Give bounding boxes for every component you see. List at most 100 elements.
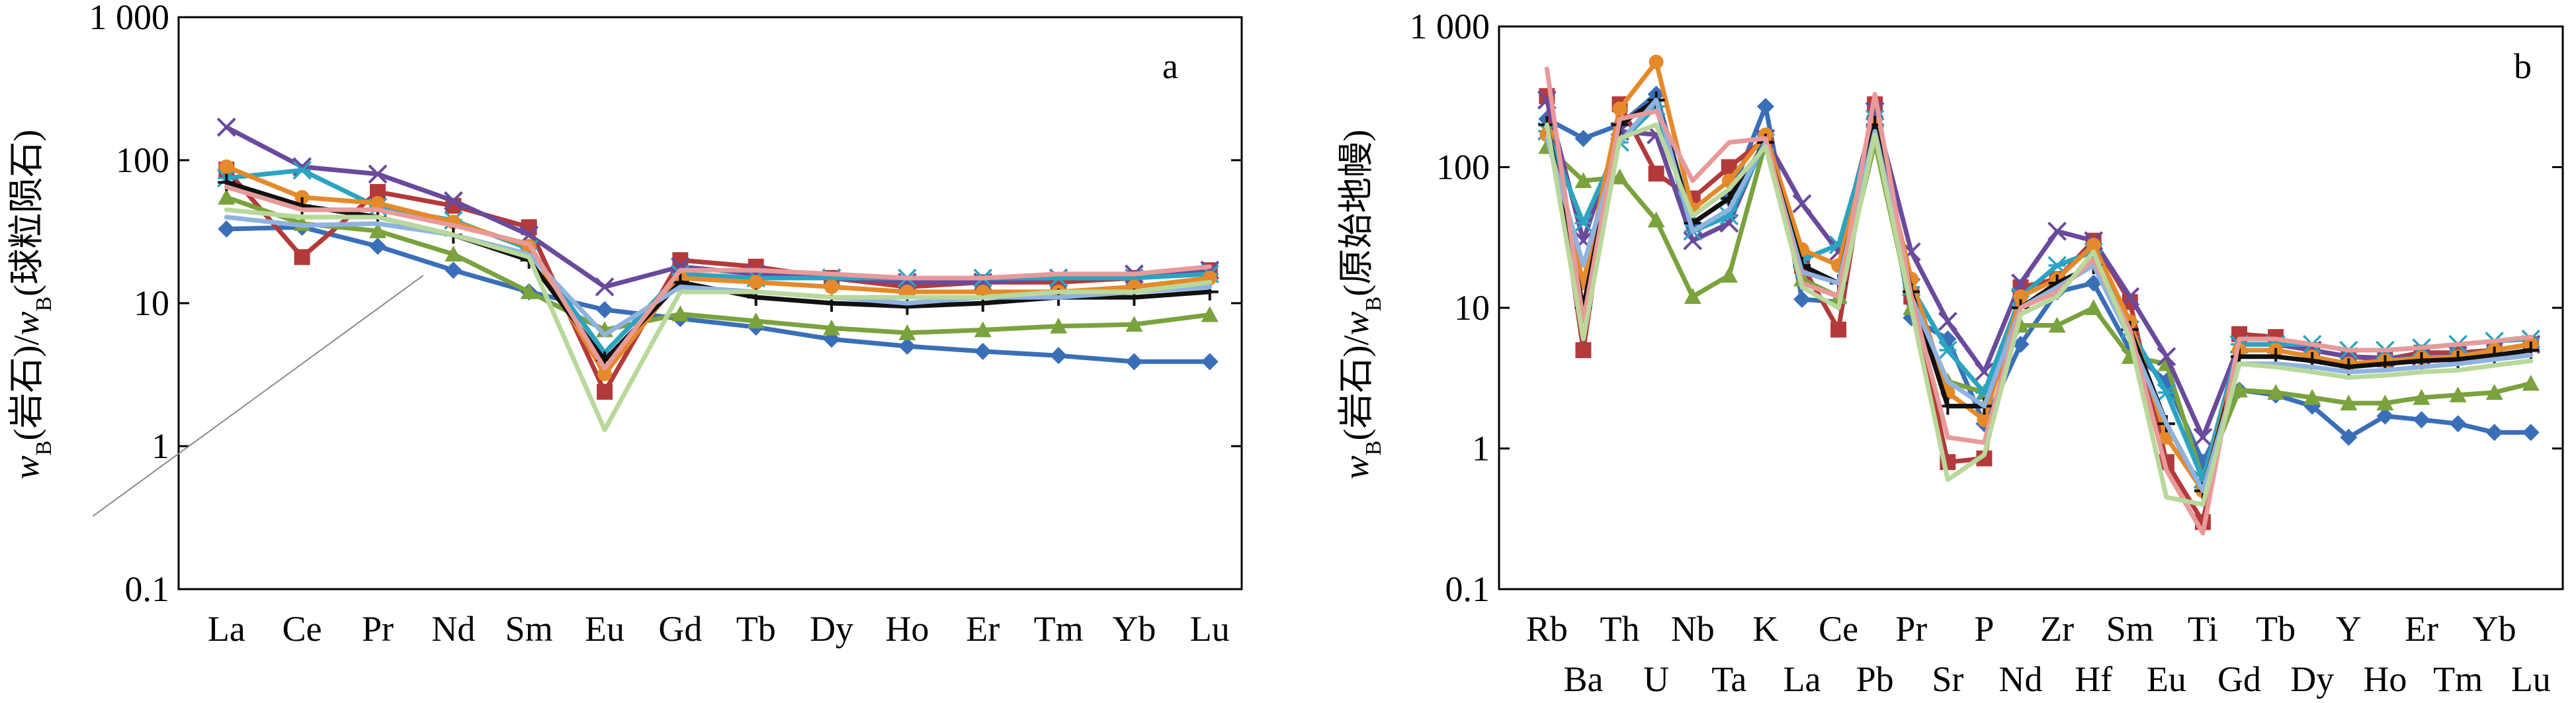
panel-b-data-point <box>1792 194 1812 214</box>
panel-b-data-point <box>1938 312 1957 332</box>
panel-b-ylabel-s1: B <box>1361 440 1386 455</box>
panel-b-data-point <box>1647 211 1665 228</box>
panel-b-data-point <box>2157 347 2176 367</box>
panel-b-ylabel-t1: (岩石)/ <box>1336 336 1376 441</box>
panel-b-xtick-label: La <box>1783 659 1821 699</box>
panel-b-data-point <box>1611 168 1629 185</box>
panel-b-ytick-label: 1 000 <box>1410 7 1490 46</box>
panel-b-data-point <box>1612 101 1627 117</box>
panel-a-data-point <box>218 220 236 238</box>
panel-b-xtick-label: Ti <box>2188 609 2218 649</box>
panel-b-xtick-label: Nd <box>1999 659 2043 699</box>
panel-b-xtick-label: P <box>1974 609 1994 649</box>
panel-a-series-group <box>216 117 1220 432</box>
panel-a-series-line <box>224 167 1213 355</box>
panel-b-data-point <box>2485 424 2503 442</box>
panel-b-series-line <box>1544 97 2534 440</box>
panel-b-xtick-label: Eu <box>2147 659 2186 699</box>
panel-a-chart: 0.1 1 10 100 1 000 La Ce Pr Nd Sm Eu Gd Tb Dy Ho Er Tm Y… <box>7 0 1243 649</box>
panel-a-series-line <box>224 224 1213 364</box>
panel-b-series-line <box>1544 140 2534 483</box>
panel-b-xtick-label: Ta <box>1711 659 1746 699</box>
panel-a-data-point <box>294 249 310 265</box>
panel-b-ytick-label: 100 <box>1436 148 1490 187</box>
panel-a-data-point <box>292 161 312 180</box>
panel-a-xtick-label: Tm <box>1034 609 1084 649</box>
panel-a-data-point <box>1125 353 1143 371</box>
panel-a-data-point <box>748 275 763 290</box>
panel-b-xtick-label: K <box>1752 609 1778 649</box>
panel-b-series-s6 <box>1539 54 2538 498</box>
panel-a-stray-guide-line <box>92 275 424 517</box>
panel-a-ytick-label: 0.1 <box>125 569 170 609</box>
panel-b-xtick-label: Ce <box>1819 609 1858 649</box>
panel-b-series-s10 <box>1544 122 2534 507</box>
panel-a-series-line <box>224 207 1213 432</box>
panel-b-series-s2 <box>1539 88 2539 530</box>
panel-b-data-point <box>1719 206 1739 226</box>
panel-a-xtick-label: Lu <box>1190 609 1230 649</box>
panel-a-ytick-label: 1 000 <box>89 0 170 37</box>
panel-b-xtick-label: U <box>1643 659 1669 699</box>
panel-a-series-s8 <box>224 214 1213 338</box>
panel-b-xtick-label: Er <box>2405 609 2438 649</box>
panel-b-data-point <box>1756 97 1774 115</box>
panel-a-ylabel-w2: w <box>7 311 46 335</box>
panel-b-xtick-label: Pr <box>1895 609 1927 649</box>
panel-a-data-point <box>443 191 463 211</box>
panel-b-xtick-label: Tm <box>2433 659 2483 699</box>
panel-a-ylabel-w1: w <box>7 455 46 479</box>
panel-a-data-point <box>219 159 234 174</box>
panel-a-xtick-label: Pr <box>362 609 394 649</box>
panel-b-xtick-label: Ba <box>1563 659 1603 699</box>
panel-a-xtick-label: Sm <box>505 609 553 649</box>
panel-b-xtick-label: Th <box>1600 609 1640 649</box>
panel-b-data-point <box>1683 231 1703 251</box>
panel-b-data-point <box>2340 428 2358 446</box>
panel-b-xtick-label: Pb <box>1856 659 1894 699</box>
panel-b-xtick-label: Ho <box>2363 659 2407 699</box>
panel-a-series-s3 <box>218 189 1219 340</box>
panel-b-data-point <box>2267 383 2285 400</box>
panel-b-data-point <box>1793 291 1811 308</box>
panel-a-ytick-label: 100 <box>116 140 169 180</box>
panel-b-ylabel-w2: w <box>1336 311 1376 335</box>
panel-b-data-point <box>2340 395 2358 411</box>
panel-a-series-s10 <box>224 207 1213 432</box>
panel-a-data-point <box>974 342 992 360</box>
panel-b-letter: b <box>2514 46 2532 86</box>
panel-a-series-s9 <box>224 184 1213 371</box>
panel-b-data-point <box>1648 165 1664 182</box>
panel-a-xtick-label: La <box>208 609 245 649</box>
panel-b-ylabel-s2: B <box>1361 297 1386 312</box>
panel-a-data-point <box>445 246 462 262</box>
panel-b-data-point <box>2522 424 2540 442</box>
panel-b-xtick-label: Gd <box>2217 659 2261 699</box>
panel-a-data-point <box>369 238 387 256</box>
panel-b-series-group <box>1537 54 2541 536</box>
panel-b-ytick-label: 0.1 <box>1445 569 1490 609</box>
panel-b-data-point <box>2485 383 2503 400</box>
panel-b-data-point <box>2084 299 2102 315</box>
panel-b-data-point <box>2012 336 2030 353</box>
panel-a-xtick-label: Er <box>966 609 1000 649</box>
panel-b-data-point <box>2449 415 2467 433</box>
panel-a-data-point <box>216 117 236 137</box>
panel-b-data-point <box>2376 395 2394 411</box>
panel-a-xtick-label: Ce <box>282 609 322 649</box>
panel-b-series-s9 <box>1544 66 2534 536</box>
panel-a-data-point <box>520 283 538 299</box>
panel-a-data-point <box>1201 353 1219 371</box>
panel-b-xtick-label: Lu <box>2511 659 2551 699</box>
panel-b-data-point <box>1684 288 1701 305</box>
panel-b-xtick-label: Y <box>2336 609 2362 649</box>
panel-a-data-point <box>1201 306 1219 322</box>
panel-a-letter: a <box>1162 46 1178 86</box>
panel-a-data-point <box>597 383 613 400</box>
panel-b-xtick-label: Dy <box>2290 659 2334 699</box>
panel-a-y-axis: 0.1 1 10 100 1 000 <box>89 0 1242 609</box>
panel-a-data-point <box>823 319 841 336</box>
panel-a-xtick-label: Yb <box>1112 609 1156 649</box>
panel-b-data-point <box>1830 321 1847 338</box>
panel-b-data-point <box>2449 386 2467 402</box>
